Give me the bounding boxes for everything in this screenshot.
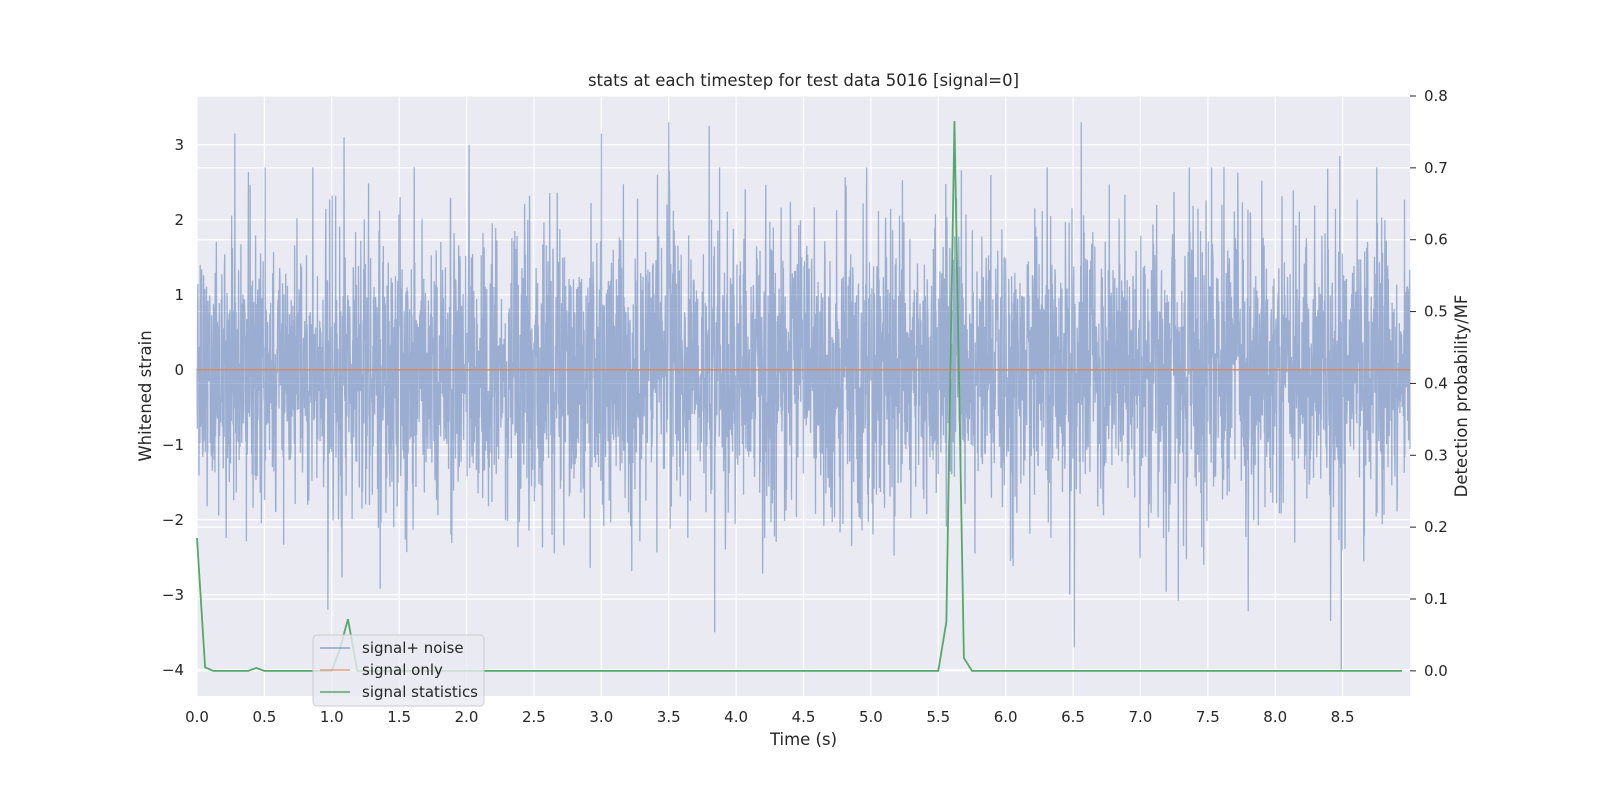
y-left-tick-label: −4	[162, 661, 184, 679]
x-tick-label: 0.5	[252, 708, 276, 726]
legend-label-signal-statistics: signal statistics	[362, 683, 478, 701]
y-right-tick-label: 0.1	[1424, 590, 1448, 608]
x-axis-label: Time (s)	[769, 730, 837, 749]
y-right-tick-label: 0.7	[1424, 159, 1448, 177]
x-tick-label: 8.5	[1331, 708, 1355, 726]
x-tick-label: 2.5	[522, 708, 546, 726]
y-axis-right-label: Detection probability/MF	[1452, 295, 1471, 498]
y-left-tick-label: 3	[174, 136, 184, 154]
chart-title: stats at each timestep for test data 501…	[588, 71, 1019, 90]
y-left-tick-label: 2	[174, 211, 184, 229]
legend: signal+ noise signal only signal statist…	[312, 634, 485, 707]
x-tick-label: 1.5	[387, 708, 411, 726]
y-right-tick-label: 0.8	[1424, 87, 1448, 105]
y-right-tick-label: 0.5	[1424, 303, 1448, 321]
legend-box	[312, 634, 485, 707]
y-right-tick-label: 0.6	[1424, 231, 1448, 249]
x-tick-label: 1.0	[320, 708, 344, 726]
x-tick-label: 6.5	[1061, 708, 1085, 726]
y-axis-left-label: Whitened strain	[136, 330, 155, 461]
x-tick-label: 5.5	[926, 708, 950, 726]
x-tick-label: 7.0	[1129, 708, 1153, 726]
y-left-tick-label: −1	[162, 436, 184, 454]
y-left-tick-label: 0	[174, 361, 184, 379]
x-tick-label: 3.5	[657, 708, 681, 726]
y-right-tick-label: 0.0	[1424, 662, 1448, 680]
tick-labels: 0.0 0.5 1.0 1.5 2.0 2.5 3.0 3.5 4.0 4.5 5.0 5.5 6.0 6…	[162, 87, 1448, 726]
x-tick-label: 7.5	[1196, 708, 1220, 726]
series-line-signal-noise	[196, 122, 1411, 670]
y-left-tick-label: −2	[162, 511, 184, 529]
legend-label-signal-only: signal only	[362, 661, 443, 679]
x-tick-label: 4.0	[724, 708, 748, 726]
y-right-tick-label: 0.4	[1424, 374, 1448, 392]
x-tick-label: 8.0	[1263, 708, 1287, 726]
x-tick-label: 2.0	[455, 708, 479, 726]
x-tick-label: 4.5	[792, 708, 816, 726]
x-tick-label: 3.0	[589, 708, 613, 726]
x-tick-label: 0.0	[185, 708, 209, 726]
signal-noise-series	[196, 122, 1411, 670]
y-right-tick-label: 0.3	[1424, 446, 1448, 464]
legend-label-signal-noise: signal+ noise	[362, 639, 464, 657]
x-tick-label: 5.0	[859, 708, 883, 726]
y-right-tick-label: 0.2	[1424, 518, 1448, 536]
y-left-tick-label: 1	[174, 286, 184, 304]
x-tick-label: 6.0	[994, 708, 1018, 726]
y-left-tick-label: −3	[162, 586, 184, 604]
